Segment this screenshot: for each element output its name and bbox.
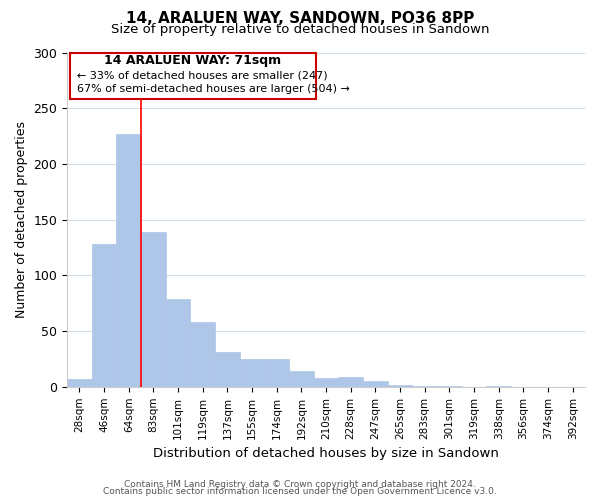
- Bar: [289, 371, 314, 387]
- Text: 14 ARALUEN WAY: 71sqm: 14 ARALUEN WAY: 71sqm: [104, 54, 281, 68]
- Text: Size of property relative to detached houses in Sandown: Size of property relative to detached ho…: [111, 22, 489, 36]
- Text: 67% of semi-detached houses are larger (504) →: 67% of semi-detached houses are larger (…: [77, 84, 350, 94]
- Bar: [215, 352, 240, 387]
- Bar: [190, 322, 215, 387]
- FancyBboxPatch shape: [70, 52, 316, 100]
- Bar: [388, 384, 412, 387]
- Text: Contains HM Land Registry data © Crown copyright and database right 2024.: Contains HM Land Registry data © Crown c…: [124, 480, 476, 489]
- Text: Contains public sector information licensed under the Open Government Licence v3: Contains public sector information licen…: [103, 488, 497, 496]
- Bar: [67, 379, 92, 387]
- Y-axis label: Number of detached properties: Number of detached properties: [15, 121, 28, 318]
- Bar: [363, 381, 388, 387]
- Bar: [92, 244, 116, 387]
- Bar: [338, 377, 363, 387]
- X-axis label: Distribution of detached houses by size in Sandown: Distribution of detached houses by size …: [153, 447, 499, 460]
- Text: 14, ARALUEN WAY, SANDOWN, PO36 8PP: 14, ARALUEN WAY, SANDOWN, PO36 8PP: [126, 11, 474, 26]
- Bar: [314, 378, 338, 387]
- Bar: [265, 359, 289, 387]
- Bar: [437, 386, 462, 387]
- Bar: [166, 299, 190, 387]
- Text: ← 33% of detached houses are smaller (247): ← 33% of detached houses are smaller (24…: [77, 71, 328, 81]
- Bar: [487, 386, 511, 387]
- Bar: [116, 134, 141, 387]
- Bar: [412, 386, 437, 387]
- Bar: [141, 232, 166, 387]
- Bar: [240, 359, 265, 387]
